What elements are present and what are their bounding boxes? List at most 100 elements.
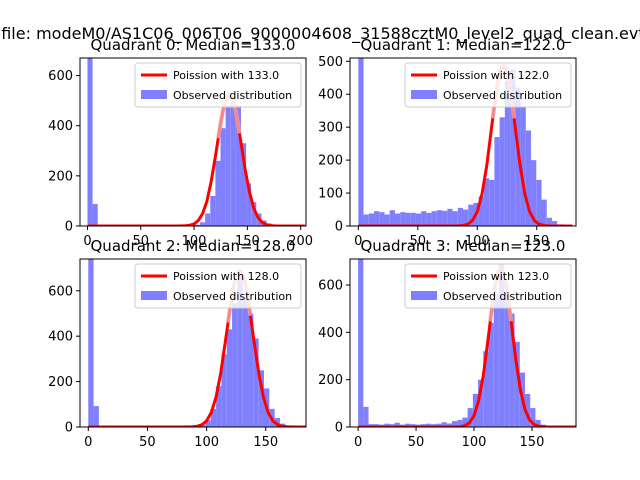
legend-bar-label: Observed distribution (173, 290, 292, 303)
plot-area (358, 259, 576, 427)
histogram-bar (520, 107, 526, 226)
histogram-bar (210, 195, 216, 226)
histogram-bar (384, 214, 390, 226)
legend: Poission with 123.0 Observed distribution (404, 263, 572, 309)
histogram-bar (525, 130, 532, 226)
legend-fit-label: Poission with 122.0 (443, 69, 549, 82)
x-tick-label: 50 (132, 234, 149, 249)
histogram-bar (467, 408, 473, 427)
histogram-bar (88, 259, 94, 427)
x-tick-label: 100 (462, 435, 487, 450)
y-tick-label: 0 (65, 421, 73, 436)
histogram-bar (483, 178, 490, 226)
histogram-bar (463, 209, 469, 226)
histogram-bar (447, 208, 453, 226)
histogram-bar (462, 417, 468, 427)
y-tick-label: 200 (48, 169, 73, 184)
histogram-bar (230, 99, 236, 226)
y-tick-label: 300 (318, 121, 343, 136)
histogram-bar (237, 270, 243, 427)
x-tick-label: 50 (139, 435, 156, 450)
legend-fit-label: Poission with 123.0 (443, 270, 549, 283)
histogram-bar (551, 221, 558, 226)
histogram-bar (421, 211, 427, 226)
histogram-bar (379, 212, 385, 226)
x-tick-label: 0 (354, 435, 362, 450)
y-tick-label: 200 (318, 373, 343, 388)
y-tick-label: 200 (48, 375, 73, 390)
histogram-bar (425, 423, 432, 427)
histogram-bar (531, 160, 537, 226)
legend-box (134, 62, 302, 108)
histogram-bar (200, 222, 206, 226)
histogram-bar (483, 351, 489, 427)
histogram-bar (258, 370, 264, 427)
axes-frame (79, 57, 307, 227)
histogram-bar (225, 105, 231, 226)
poisson-fit-line (358, 267, 576, 427)
histogram-bar (446, 423, 452, 427)
legend: Poission with 133.0 Observed distribution (134, 62, 302, 108)
plot-area (358, 58, 573, 226)
legend-bar-label: Observed distribution (443, 290, 562, 303)
subplot-title: Quadrant 0: Median=133.0 (91, 36, 296, 54)
subplot-title: Quadrant 2: Median=128.0 (91, 237, 296, 255)
x-tick-label: 0 (354, 234, 362, 249)
histogram-bar (92, 203, 98, 226)
histogram-bar (405, 423, 411, 427)
subplot-quadrant-3: 0 50 100 150 0 200 400 600 Quadrant 3: Median=12… (318, 237, 577, 450)
histogram-bar (504, 81, 511, 226)
legend-fit-label: Poission with 128.0 (173, 270, 279, 283)
histogram-bar (504, 299, 510, 427)
y-tick-label: 400 (48, 330, 73, 345)
axes-frame (79, 258, 307, 428)
legend-bar-swatch (411, 90, 437, 99)
histogram-bar (374, 211, 380, 226)
x-tick-label: 150 (253, 435, 278, 450)
histogram-bar (436, 423, 442, 427)
legend-bar-swatch (141, 90, 167, 99)
histogram-bar (442, 210, 448, 226)
legend-fit-label: Poission with 133.0 (173, 69, 279, 82)
histogram-bar (246, 183, 252, 226)
histogram-bar (468, 204, 474, 226)
histogram-bar (509, 313, 515, 427)
histogram-bar (405, 212, 411, 226)
x-tick-label: 150 (524, 234, 549, 249)
x-tick-label: 0 (83, 234, 91, 249)
poisson-fit-line (358, 66, 573, 226)
subplot-quadrant-0: 0 50 100 150 200 0 200 400 600 Quadrant 0: Median… (48, 36, 313, 249)
histogram-bar (457, 419, 463, 427)
x-tick-label: 100 (194, 435, 219, 450)
histogram-bar (363, 406, 369, 427)
histogram-bar (525, 393, 531, 427)
histogram-bar (384, 423, 390, 427)
histogram-bar (205, 420, 211, 427)
histogram-bar (205, 213, 211, 226)
histogram-bar (499, 117, 505, 226)
histogram-bar (400, 212, 406, 226)
poisson-fit-line (87, 93, 305, 226)
histogram-bar (478, 196, 484, 226)
y-tick-label: 400 (318, 88, 343, 103)
legend-box (134, 263, 302, 309)
histogram-bar (216, 386, 222, 427)
y-tick-label: 100 (318, 187, 343, 202)
y-tick-label: 0 (335, 421, 343, 436)
subplot-title: Quadrant 1: Median=122.0 (361, 36, 566, 54)
histogram-bar (87, 58, 93, 226)
x-tick-label: 100 (465, 234, 490, 249)
legend: Poission with 128.0 Observed distribution (134, 263, 302, 309)
histogram-bar (363, 214, 369, 226)
y-tick-label: 500 (318, 55, 343, 70)
legend-bar-label: Observed distribution (443, 89, 562, 102)
histogram-bar (248, 313, 254, 427)
histogram-bar (431, 211, 437, 226)
histogram-bar (535, 419, 541, 427)
histogram-bar (394, 213, 401, 226)
histogram-bar (494, 137, 500, 226)
histogram-bar (541, 199, 547, 226)
histogram-bar (410, 212, 416, 226)
x-tick-label: 200 (288, 234, 313, 249)
y-tick-label: 0 (65, 220, 73, 235)
